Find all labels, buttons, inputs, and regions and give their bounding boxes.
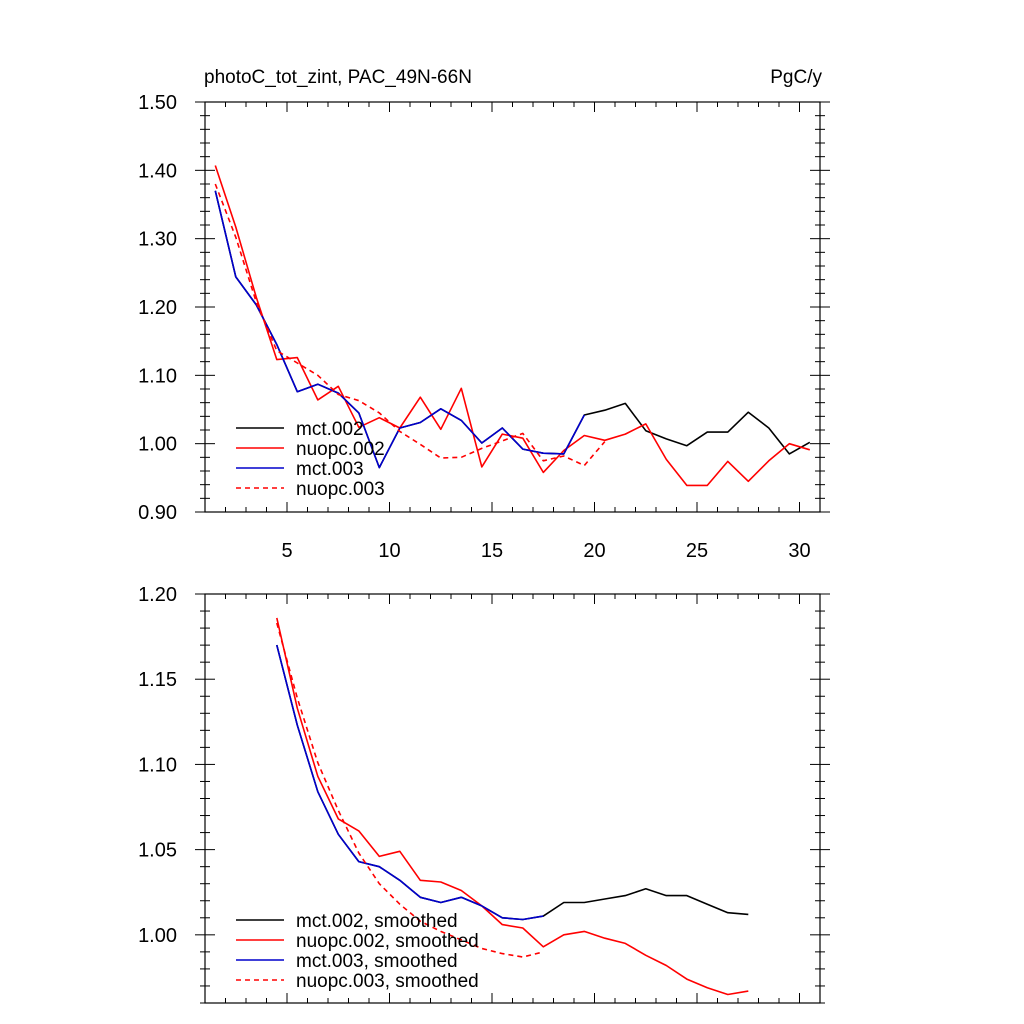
legend-label: nuopc.003 <box>296 479 385 500</box>
y-tick-label: 1.30 <box>138 229 177 251</box>
y-tick-label: 1.20 <box>138 297 177 319</box>
legend-label: mct.002 <box>296 419 364 440</box>
y-tick-label: 1.40 <box>138 160 177 182</box>
x-tick-label: 25 <box>686 540 708 562</box>
y-tick-label: 1.50 <box>138 92 177 114</box>
legend-label: nuopc.002, smoothed <box>296 931 479 952</box>
series-group <box>276 617 749 996</box>
top-panel: photoC_tot_zint, PAC_49N-66N PgC/y 5 10 15… <box>138 67 830 562</box>
y-tick-label: 1.00 <box>138 434 177 456</box>
x-tick-label: 15 <box>481 540 503 562</box>
series-line-nuopc-003 <box>214 183 606 467</box>
y-tick-label: 1.10 <box>138 754 177 776</box>
x-tick-label: 10 <box>378 540 400 562</box>
y-tick-label: 0.90 <box>138 502 177 524</box>
x-tick-label: 5 <box>281 540 292 562</box>
units-label: PgC/y <box>770 67 822 88</box>
series-line-nuopc-003-smoothed <box>276 622 544 958</box>
series-line-mct-002-smoothed <box>276 644 749 921</box>
chart-title: photoC_tot_zint, PAC_49N-66N <box>204 67 472 88</box>
y-tick-label: 1.10 <box>138 365 177 387</box>
legend-label: mct.002, smoothed <box>296 911 458 932</box>
legend-label: mct.003, smoothed <box>296 951 458 972</box>
series-line-nuopc-002 <box>214 165 811 487</box>
y-tick-label: 1.00 <box>138 925 177 947</box>
legend-label: nuopc.003, smoothed <box>296 971 479 992</box>
legend-label: mct.003 <box>296 459 364 480</box>
series-line-mct-003 <box>214 190 586 469</box>
legend-label: nuopc.002 <box>296 439 385 460</box>
x-tick-label: 30 <box>788 540 810 562</box>
y-tick-label: 1.20 <box>138 584 177 606</box>
series-line-nuopc-002-smoothed <box>276 617 749 996</box>
series-group <box>214 165 811 487</box>
x-tick-label: 20 <box>583 540 605 562</box>
y-tick-label: 1.05 <box>138 840 177 862</box>
y-tick-label: 1.15 <box>138 669 177 691</box>
series-line-mct-003-smoothed <box>276 644 544 921</box>
